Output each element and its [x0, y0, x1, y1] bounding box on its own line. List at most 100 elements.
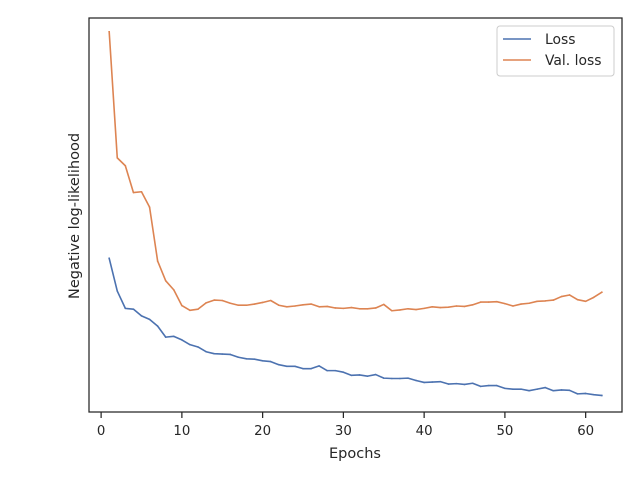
data-point	[197, 346, 199, 348]
data-point	[463, 305, 466, 308]
x-axis-label: Epochs	[329, 446, 381, 462]
data-point	[205, 302, 207, 304]
data-point	[391, 309, 393, 312]
data-point	[601, 394, 603, 397]
data-point	[487, 384, 490, 387]
data-point	[382, 377, 385, 379]
data-point	[132, 308, 135, 310]
legend-label: Val. loss	[545, 53, 601, 69]
data-point	[253, 303, 256, 305]
data-point	[520, 303, 522, 305]
series-line-1	[108, 30, 603, 312]
data-point	[576, 298, 579, 301]
data-point	[116, 157, 119, 159]
data-point	[568, 389, 571, 392]
data-point	[253, 358, 256, 361]
data-point	[245, 358, 248, 360]
data-point	[294, 305, 296, 307]
data-point	[229, 302, 232, 305]
data-point	[382, 303, 385, 306]
data-point	[479, 301, 482, 303]
data-point	[407, 377, 409, 379]
data-point	[366, 375, 369, 377]
data-point	[140, 190, 143, 193]
data-point	[181, 339, 183, 341]
data-point	[536, 388, 538, 390]
x-tick-label: 40	[416, 424, 433, 439]
data-point	[366, 307, 369, 310]
data-point	[407, 307, 409, 310]
data-point	[286, 306, 288, 308]
data-point	[310, 303, 312, 305]
data-point	[455, 305, 458, 307]
x-axis-ticks: 0 10 20 30 40 50 60	[97, 412, 594, 439]
data-point	[544, 300, 547, 302]
data-point	[512, 305, 514, 307]
x-tick-label: 50	[496, 424, 513, 439]
data-point	[391, 377, 393, 380]
data-point	[164, 280, 167, 282]
data-point	[116, 290, 119, 292]
data-point	[181, 304, 183, 307]
data-point	[576, 393, 579, 395]
data-point	[261, 301, 264, 304]
legend: Loss Val. loss	[496, 25, 615, 77]
data-point	[124, 164, 127, 167]
data-point	[399, 377, 401, 380]
data-point	[592, 393, 595, 396]
data-point	[504, 387, 506, 390]
data-point	[261, 359, 264, 362]
data-point	[310, 367, 312, 370]
data-point	[269, 299, 272, 302]
data-point	[221, 353, 224, 355]
plot-frame	[88, 17, 623, 413]
data-point	[358, 307, 361, 310]
data-point	[544, 386, 547, 389]
data-point	[399, 309, 401, 311]
data-point	[156, 325, 159, 327]
series-layer	[108, 30, 603, 397]
data-point	[463, 383, 466, 386]
data-point	[326, 305, 329, 308]
data-point	[302, 304, 304, 306]
data-point	[148, 318, 151, 321]
data-point	[237, 304, 240, 307]
data-point	[229, 353, 232, 356]
data-point	[350, 306, 353, 309]
data-point	[140, 315, 143, 317]
data-point	[277, 304, 280, 307]
data-point	[213, 352, 215, 355]
data-point	[423, 381, 425, 384]
data-point	[439, 306, 442, 309]
x-tick-label: 30	[335, 424, 352, 439]
data-point	[601, 291, 603, 294]
data-point	[156, 260, 159, 262]
x-tick-label: 10	[173, 424, 190, 439]
data-point	[592, 296, 595, 299]
data-point	[173, 289, 175, 291]
data-point	[350, 374, 353, 377]
data-point	[512, 388, 514, 390]
data-point	[496, 384, 498, 387]
data-point	[479, 385, 482, 388]
data-point	[447, 383, 450, 385]
data-point	[302, 367, 304, 370]
data-point	[108, 30, 110, 33]
data-point	[286, 365, 288, 368]
data-point	[124, 307, 127, 310]
data-point	[374, 373, 377, 376]
data-point	[584, 392, 587, 395]
data-point	[342, 371, 345, 374]
data-point	[415, 379, 417, 382]
data-point	[326, 369, 329, 372]
series-line-0	[108, 257, 603, 397]
data-point	[189, 343, 191, 346]
data-point	[277, 363, 280, 366]
data-point	[455, 382, 458, 385]
data-point	[471, 304, 474, 306]
x-tick-label: 60	[577, 424, 594, 439]
data-point	[221, 299, 224, 302]
data-point	[294, 365, 296, 368]
data-point	[164, 336, 167, 338]
